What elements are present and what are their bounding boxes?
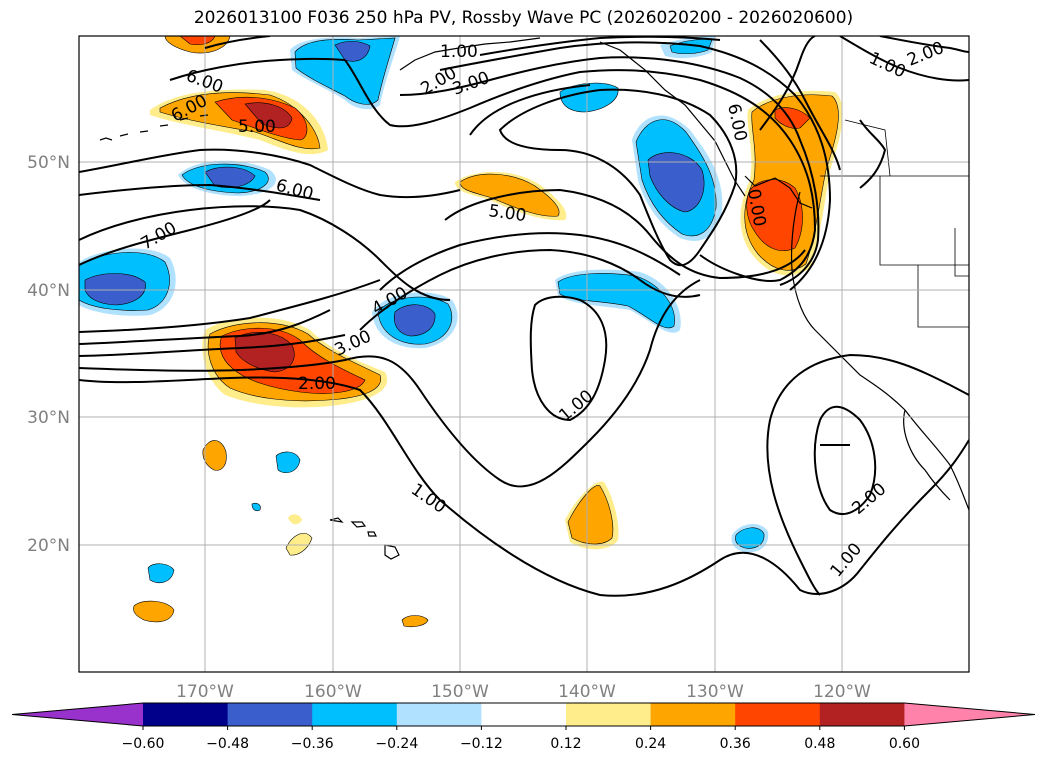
lat-label: 20°N (27, 536, 70, 556)
lat-axis: 50°N 40°N 30°N 20°N (27, 153, 70, 556)
lat-label: 50°N (27, 153, 70, 173)
lon-label: 150°W (431, 682, 489, 702)
colorbar-bin (312, 703, 398, 726)
colorbar-tick-label: 0.36 (720, 736, 751, 752)
borders (820, 119, 969, 328)
map-title: 2026013100 F036 250 hPa PV, Rossby Wave … (193, 8, 854, 28)
lon-label: 160°W (304, 682, 362, 702)
pv-contours (79, 36, 969, 597)
colorbar-tick-label: −0.12 (460, 736, 503, 752)
contour-label: 2.00 (298, 374, 336, 394)
colorbar-tick-label: −0.24 (375, 736, 418, 752)
colorbar-bin (481, 703, 567, 726)
colorbar-tick-label: 0.12 (550, 736, 581, 752)
lon-label: 130°W (686, 682, 744, 702)
colorbar-bin (650, 703, 736, 726)
plot-frame (78, 35, 970, 673)
colorbar-bin (143, 703, 229, 726)
lat-label: 40°N (27, 281, 70, 301)
colorbar-tick-label: 0.48 (804, 736, 835, 752)
colorbar-bin (396, 703, 482, 726)
gridlines (79, 36, 969, 672)
colorbar-bin (566, 703, 652, 726)
colorbar-tick-label: 0.60 (889, 736, 920, 752)
contour-label: 1.00 (440, 42, 478, 62)
colorbar-extend-high (904, 703, 1035, 726)
colorbar: −0.60 −0.48 −0.36 −0.24 −0.12 0.12 0.24 0.36 0.4… (11, 702, 1036, 752)
colorbar-bin (735, 703, 821, 726)
coastlines (99, 37, 969, 560)
lon-label: 140°W (558, 682, 616, 702)
colorbar-tick-label: −0.60 (122, 736, 165, 752)
colorbar-extend-low (12, 703, 143, 726)
contour-label: 5.00 (238, 117, 276, 137)
colorbar-tick-label: −0.48 (206, 736, 249, 752)
lon-axis: 170°W 160°W 150°W 140°W 130°W 120°W (176, 682, 871, 702)
lon-label: 120°W (813, 682, 871, 702)
lon-label: 170°W (176, 682, 234, 702)
colorbar-bin (819, 703, 905, 726)
lat-label: 30°N (27, 408, 70, 428)
colorbar-bin (227, 703, 313, 726)
colorbar-tick-label: 0.24 (635, 736, 666, 752)
colorbar-tick-label: −0.36 (291, 736, 334, 752)
